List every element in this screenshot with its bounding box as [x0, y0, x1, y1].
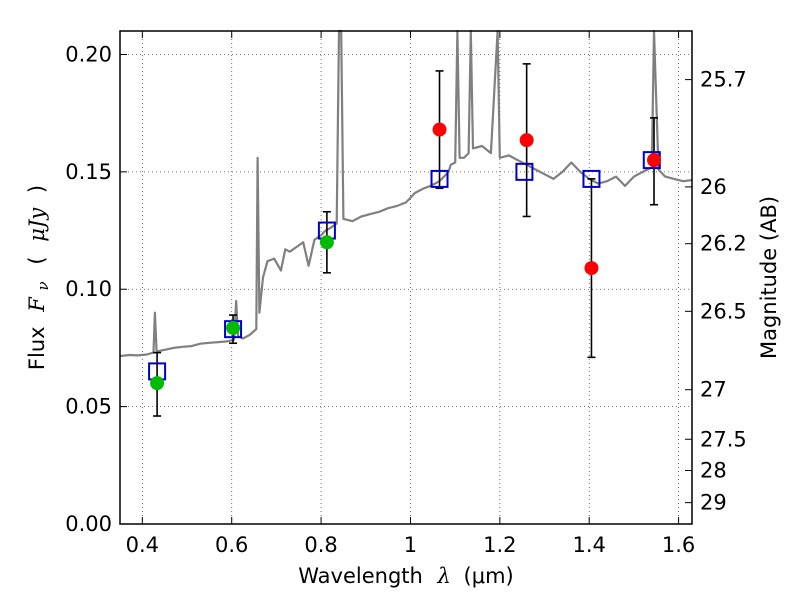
observed-circle-marker	[519, 133, 534, 148]
y2-tick-label: 28	[700, 458, 727, 482]
y-axis-label-unit-open: (	[25, 256, 49, 264]
y-tick-label: 0.10	[65, 277, 112, 301]
x-tick-label: 0.4	[126, 533, 159, 557]
observed-circle-marker	[584, 261, 599, 276]
x-tick-label: 1.2	[483, 533, 516, 557]
y-axis-label-subscript: ν	[34, 281, 52, 290]
y2-tick-label: 26.5	[700, 299, 747, 323]
y-tick-label: 0.15	[65, 160, 112, 184]
tick-labels: 0.4 0.6 0.8 1 1.2 1.4 1.6 0.00 0.05 0.10 0.15 0.20 2…	[65, 42, 747, 557]
spectrum-layer	[119, 29, 693, 358]
y-axis-label-symbol: F	[25, 296, 49, 313]
y2-tick-label: 29	[700, 491, 727, 515]
model-square-marker	[515, 162, 534, 181]
x-tick-label: 0.6	[215, 533, 248, 557]
x-tick-label: 1.4	[573, 533, 606, 557]
y-tick-label: 0.05	[65, 395, 112, 419]
model-square-marker	[582, 169, 601, 188]
marker-layer	[148, 122, 662, 391]
y2-tick-label: 27.5	[700, 427, 747, 451]
observed-circle-marker	[150, 376, 165, 391]
x-tick-label: 1.6	[662, 533, 695, 557]
x-tick-label: 0.8	[304, 533, 337, 557]
x-axis-label-main: Wavelength	[298, 564, 423, 588]
y2-tick-label: 26	[700, 175, 727, 199]
y-axis-label-main: Flux	[25, 326, 49, 370]
x-axis-label-symbol: λ	[437, 564, 451, 588]
spectrum-line	[119, 29, 693, 358]
observed-circle-marker	[432, 122, 447, 137]
x-tick-label: 1	[404, 533, 417, 557]
y2-tick-label: 27	[700, 378, 727, 402]
x-axis-label-unit: (μm)	[464, 564, 514, 588]
observed-circle-marker	[647, 153, 662, 168]
y-axis-label-unit: μJy	[25, 207, 49, 242]
y-tick-label: 0.00	[65, 512, 112, 536]
y-axis-label-unit-close: )	[25, 185, 49, 193]
y2-axis-label: Magnitude (AB)	[757, 196, 781, 359]
model-square-marker	[430, 169, 449, 188]
y-tick-label: 0.20	[65, 42, 112, 66]
observed-circle-marker	[319, 235, 334, 250]
y-axis-label: Flux F ν ( μJy )	[25, 185, 53, 370]
observed-circle-marker	[226, 320, 241, 335]
axis-ticks	[120, 31, 692, 525]
y2-tick-label: 25.7	[700, 68, 747, 92]
x-axis-label: Wavelength λ (μm)	[298, 564, 513, 588]
plot-frame	[119, 30, 693, 525]
y2-tick-label: 26.2	[700, 232, 747, 256]
